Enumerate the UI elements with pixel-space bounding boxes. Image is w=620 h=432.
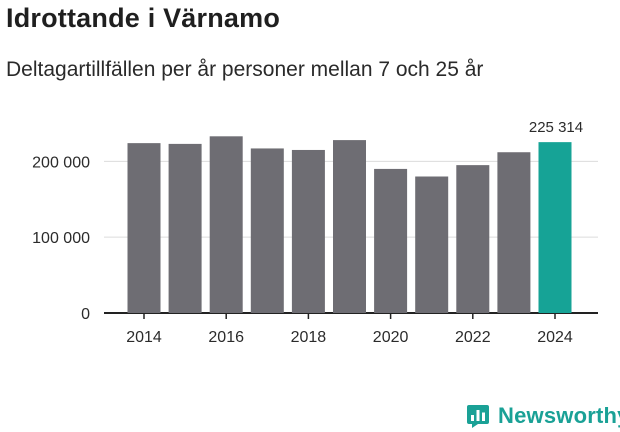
- bar-2018: [291, 149, 325, 313]
- bar-2020: [374, 168, 408, 313]
- brand-name: Newsworthy: [498, 403, 620, 428]
- x-axis-ticks: 2014 2016 2018 2020 2022 2024: [126, 313, 573, 346]
- chart-subtitle: Deltagartillfällen per år personer mella…: [6, 58, 484, 81]
- x-tick-label: 2020: [373, 329, 409, 346]
- x-tick-label: 2016: [208, 329, 244, 346]
- bar-2017: [250, 148, 284, 313]
- bar-2019: [333, 140, 366, 313]
- y-tick-label: 0: [81, 306, 90, 323]
- bar-2016: [209, 136, 243, 313]
- x-tick-label: 2022: [455, 329, 491, 346]
- bar-2023: [497, 152, 531, 313]
- data-labels: 225 314: [529, 119, 583, 136]
- x-tick-label: 2018: [291, 329, 327, 346]
- chart-title: Idrottande i Värnamo: [6, 3, 281, 33]
- y-tick-label: 200 000: [32, 154, 90, 171]
- bar-2021: [415, 176, 449, 313]
- bar-2014: [127, 143, 161, 313]
- bar-2024: [538, 142, 572, 313]
- bar-2015: [168, 143, 202, 313]
- bar-2022: [456, 165, 490, 313]
- brand: Newsworthy: [466, 401, 620, 431]
- data-label: 225 314: [529, 119, 583, 136]
- x-tick-label: 2024: [537, 329, 573, 346]
- bars: [127, 136, 572, 313]
- y-tick-label: 100 000: [32, 230, 90, 247]
- x-tick-label: 2014: [126, 329, 162, 346]
- y-axis-ticks: 0 100 000 200 000: [32, 154, 90, 323]
- newsworthy-logo-icon: [467, 405, 489, 428]
